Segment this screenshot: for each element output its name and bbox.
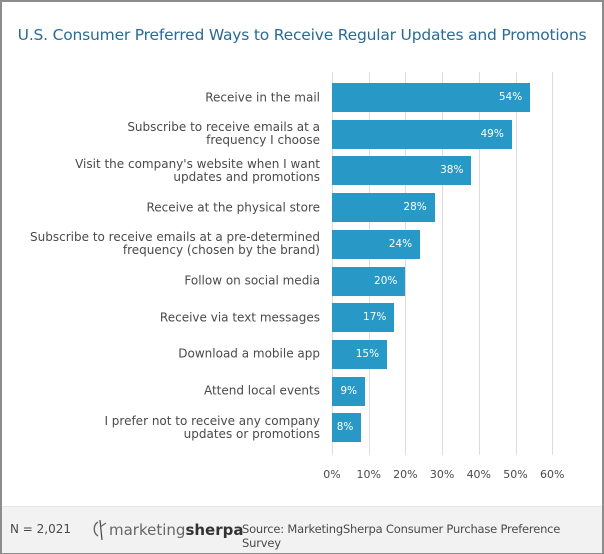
category-label-line: Visit the company's website when I want: [75, 156, 320, 171]
category-label: Receive via text messages: [0, 311, 320, 324]
category-label-line: I prefer not to receive any company: [104, 413, 320, 428]
category-label-line: updates or promotions: [183, 426, 320, 441]
x-tick-label: 10%: [356, 468, 381, 481]
category-label: Subscribe to receive emails at a pre-det…: [0, 231, 320, 257]
bar-value-label: 20%: [374, 274, 398, 287]
chart-footer: N = 2,021 marketing sherpa Source: Market…: [2, 506, 602, 553]
category-label: Receive at the physical store: [0, 201, 320, 214]
category-label-line: Download a mobile app: [178, 346, 320, 361]
bar-value-label: 24%: [388, 237, 413, 250]
bar: 8%: [332, 413, 362, 443]
x-tick-label: 20%: [393, 468, 418, 481]
gridline: [552, 72, 554, 455]
bar: 20%: [332, 266, 406, 296]
bar-row: Subscribe to receive emails at a pre-det…: [0, 229, 602, 259]
bar-row: Subscribe to receive emails at a frequenc…: [0, 119, 602, 149]
x-tick-label: 30%: [429, 468, 455, 481]
category-label-line: frequency (chosen by the brand): [122, 243, 320, 258]
x-tick-label: 50%: [503, 468, 528, 481]
plot-area: 0% 10% 20% 30% 40% 50% 60% Receive in the mail 5…: [2, 2, 602, 508]
bar-value-label: 8%: [336, 421, 354, 434]
logo-text-sherpa: sherpa: [185, 521, 244, 539]
category-label: Subscribe to receive emails at a frequenc…: [0, 121, 320, 147]
bar-row: Receive at the physical store 28%: [0, 193, 602, 223]
gridline: [405, 72, 407, 455]
category-label-line: Receive at the physical store: [146, 200, 320, 215]
bar: 15%: [332, 339, 388, 369]
category-label: I prefer not to receive any company updat…: [0, 413, 320, 441]
category-label-line: Attend local events: [203, 383, 320, 398]
category-label: Attend local events: [0, 383, 320, 398]
category-label: Follow on social media: [0, 273, 320, 288]
x-tick-label: 0%: [323, 468, 341, 481]
gridline: [442, 72, 444, 455]
bar: 9%: [332, 376, 366, 406]
bar-value-label: 28%: [403, 201, 427, 214]
bar-value-label: 17%: [363, 311, 387, 324]
category-label: Visit the company's website when I want u…: [0, 156, 320, 184]
bar: 17%: [332, 303, 395, 333]
marketingsherpa-logo: marketing sherpa: [92, 517, 243, 543]
category-label-line: Receive in the mail: [205, 90, 320, 104]
bar-row: Receive via text messages 17%: [0, 303, 602, 333]
x-tick-label: 40%: [466, 468, 492, 481]
gridline: [515, 72, 517, 455]
bar: 49%: [332, 119, 512, 149]
category-label-line: Subscribe to receive emails at a pre-det…: [30, 230, 320, 245]
bar-row: Attend local events 9%: [0, 376, 602, 406]
logo-text-marketing: marketing: [109, 521, 186, 539]
bar: 28%: [332, 193, 435, 223]
bar: 38%: [332, 156, 472, 186]
bar-row: Download a mobile app 15%: [0, 339, 602, 369]
category-label-line: Follow on social media: [184, 273, 320, 288]
bar-row: Follow on social media 20%: [0, 266, 602, 296]
category-label-line: updates and promotions: [173, 169, 320, 184]
bar-value-label: 15%: [355, 347, 380, 360]
sherpa-logo-icon: [93, 519, 107, 541]
source-note: Source: MarketingSherpa Consumer Purchas…: [242, 522, 561, 550]
bar-value-label: 38%: [440, 164, 464, 177]
bar-row: I prefer not to receive any company updat…: [0, 413, 602, 443]
gridline: [368, 72, 370, 455]
bar-row: Receive in the mail 54%: [2, 83, 602, 112]
bar-value-label: 54%: [498, 91, 523, 103]
x-tick-label: 60%: [539, 468, 565, 481]
category-label-line: frequency I choose: [206, 133, 320, 148]
chart-title: U.S. Consumer Preferred Ways to Receive …: [17, 26, 587, 44]
bar: 54%: [332, 83, 531, 112]
gridline: [478, 72, 480, 455]
bar-value-label: 49%: [480, 127, 504, 140]
category-label-line: Receive via text messages: [159, 310, 320, 325]
sample-size: N = 2,021: [10, 522, 72, 536]
category-label: Receive in the mail: [0, 91, 320, 104]
bar: 24%: [332, 229, 421, 259]
bar-row: Visit the company's website when I want u…: [0, 156, 602, 186]
gridline: [332, 72, 333, 455]
bar-value-label: 9%: [340, 384, 358, 397]
category-label: Download a mobile app: [0, 346, 320, 361]
category-label-line: Subscribe to receive emails at a: [127, 120, 320, 135]
